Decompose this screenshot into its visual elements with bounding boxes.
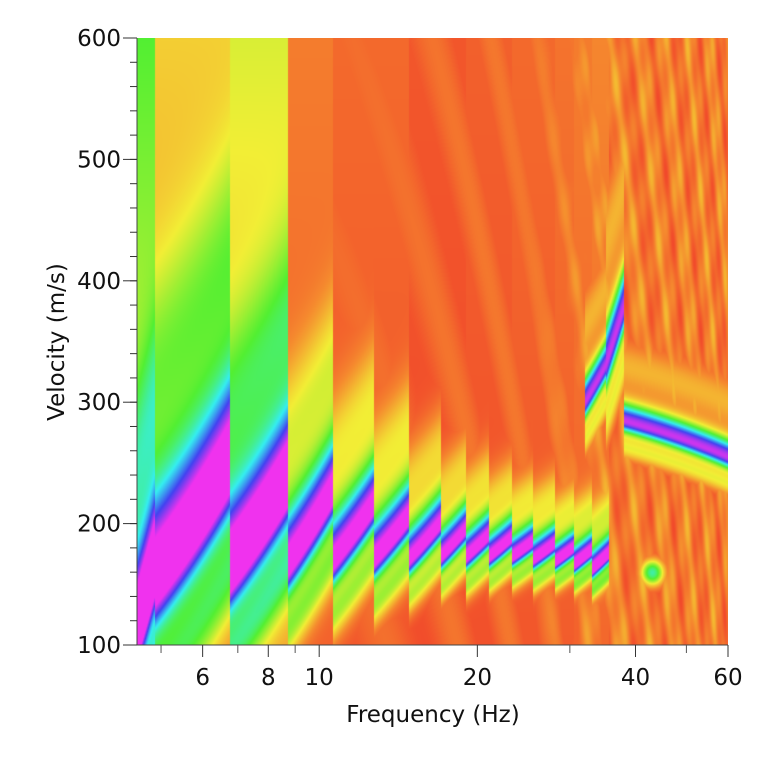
y-axis: 100 200 300 400 500 600	[77, 26, 138, 659]
x-tick-label: 10	[305, 665, 334, 691]
y-tick-label: 600	[77, 26, 121, 52]
x-tick-label: 60	[713, 665, 742, 691]
x-axis: 6 8 10 20 40 60	[137, 644, 743, 691]
y-tick-label: 100	[77, 633, 121, 659]
y-tick-label: 500	[77, 147, 121, 173]
y-axis-title: Velocity (m/s)	[44, 263, 70, 421]
dispersion-heatmap	[137, 38, 728, 645]
y-tick-label: 400	[77, 269, 121, 295]
x-tick-label: 20	[463, 665, 492, 691]
x-tick-label: 40	[621, 665, 650, 691]
x-tick-label: 6	[195, 665, 210, 691]
x-tick-label: 8	[261, 665, 276, 691]
x-axis-title: Frequency (Hz)	[346, 702, 519, 728]
y-tick-label: 300	[77, 390, 121, 416]
y-tick-label: 200	[77, 512, 121, 538]
